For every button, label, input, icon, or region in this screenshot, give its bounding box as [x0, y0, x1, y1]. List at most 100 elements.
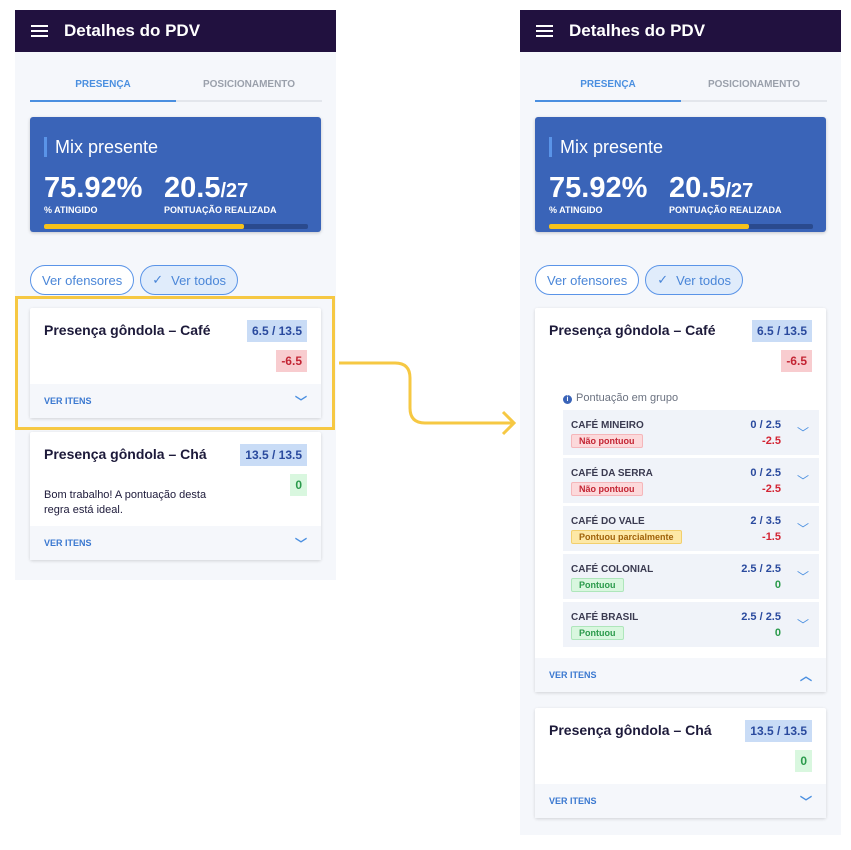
card-score: 6.5 / 13.5 [246, 320, 307, 342]
chevron-down-icon[interactable]: ﹀ [796, 426, 809, 440]
score-value: 20.5/27 [164, 173, 248, 206]
progress-fill [44, 224, 245, 229]
filter-all-chip[interactable]: ✓ Ver todos [645, 265, 744, 295]
item-delta: 0 [774, 627, 781, 639]
tab-bar: PRESENÇA POSICIONAMENTO [30, 70, 322, 102]
item-score: 0 / 2.5 [750, 467, 781, 479]
item-delta: 0 [774, 579, 781, 591]
status-badge: Pontuou parcialmente [571, 530, 682, 544]
chevron-down-icon[interactable]: ﹀ [796, 570, 809, 584]
filter-offenders-chip[interactable]: Ver ofensores [30, 265, 135, 295]
card-delta: 0 [795, 750, 812, 772]
filter-offenders-chip[interactable]: Ver ofensores [535, 265, 640, 295]
group-item[interactable]: CAFÉ COLONIAL Pontuou 2.5 / 2.5 0 ﹀ [563, 554, 819, 599]
card-title: Presença gôndola – Chá [549, 722, 712, 738]
item-delta: -1.5 [762, 531, 781, 543]
filter-chips: Ver ofensores ✓ Ver todos [30, 265, 239, 295]
score-achieved: 20.5 [669, 172, 726, 204]
group-score-label: i Pontuação em grupo [563, 392, 678, 404]
group-item[interactable]: CAFÉ DO VALE Pontuou parcialmente 2 / 3.… [563, 506, 819, 551]
filter-all-label: Ver todos [676, 272, 732, 288]
progress-fill [549, 224, 750, 229]
see-items-label: VER ITENS [549, 796, 597, 806]
card-delta: -6.5 [781, 350, 812, 372]
card-delta: -6.5 [276, 350, 307, 372]
item-delta: -2.5 [762, 483, 781, 495]
chevron-down-icon[interactable]: ﹀ [796, 474, 809, 488]
card-title: Presença gôndola – Café [549, 322, 716, 338]
item-score: 2.5 / 2.5 [741, 611, 781, 623]
app-header: Detalhes do PDV [520, 10, 841, 52]
item-name: CAFÉ COLONIAL [571, 564, 654, 575]
status-badge: Pontuou [571, 626, 624, 640]
status-badge: Não pontuou [571, 434, 643, 448]
group-item[interactable]: CAFÉ MINEIRO Não pontuou 0 / 2.5 -2.5 ﹀ [563, 410, 819, 455]
see-items-button[interactable]: VER ITENS ︿ [535, 658, 826, 692]
rule-card-cafe-expanded: Presença gôndola – Café 6.5 / 13.5 -6.5 … [535, 308, 826, 692]
tab-bar: PRESENÇA POSICIONAMENTO [535, 70, 827, 102]
mix-summary-card: Mix presente 75.92% % ATINGIDO 20.5/27 P… [535, 117, 826, 232]
score-total: /27 [220, 180, 249, 202]
menu-icon[interactable] [31, 25, 48, 37]
page-title: Detalhes do PDV [64, 21, 201, 40]
info-icon: i [563, 395, 572, 404]
screen-expanded: Detalhes do PDV PRESENÇA POSICIONAMENTO … [520, 10, 841, 835]
see-items-label: VER ITENS [44, 396, 92, 406]
see-items-button[interactable]: VER ITENS ﹀ [535, 784, 826, 818]
see-items-button[interactable]: VER ITENS ﹀ [30, 384, 321, 418]
filter-chips: Ver ofensores ✓ Ver todos [535, 265, 744, 295]
tab-presenca[interactable]: PRESENÇA [535, 70, 681, 102]
card-score: 6.5 / 13.5 [751, 320, 812, 342]
tab-presenca[interactable]: PRESENÇA [30, 70, 176, 102]
chevron-down-icon: ﹀ [799, 794, 812, 809]
item-score: 2.5 / 2.5 [741, 563, 781, 575]
progress-bar [44, 224, 308, 229]
filter-all-chip[interactable]: ✓ Ver todos [140, 265, 239, 295]
percent-value: 75.92% [44, 172, 143, 204]
status-badge: Pontuou [571, 578, 624, 592]
tab-posicionamento[interactable]: POSICIONAMENTO [707, 79, 801, 90]
rule-card-cha: Presença gôndola – Chá 13.5 / 13.5 0 VER … [535, 708, 826, 818]
page-title: Detalhes do PDV [569, 21, 706, 40]
card-title: Presença gôndola – Chá [44, 446, 207, 462]
rule-card-cha: Presença gôndola – Chá 13.5 / 13.5 0 Bom … [30, 432, 321, 560]
mix-title: Mix presente [44, 137, 158, 157]
group-item[interactable]: CAFÉ DA SERRA Não pontuou 0 / 2.5 -2.5 ﹀ [563, 458, 819, 503]
item-name: CAFÉ DO VALE [571, 516, 645, 527]
group-label-text: Pontuação em grupo [576, 392, 679, 404]
chevron-down-icon: ﹀ [294, 394, 307, 409]
screen-collapsed: Detalhes do PDV PRESENÇA POSICIONAMENTO … [15, 10, 336, 580]
rule-card-cafe[interactable]: Presença gôndola – Café 6.5 / 13.5 -6.5 V… [30, 308, 321, 418]
see-items-button[interactable]: VER ITENS ﹀ [30, 526, 321, 560]
chevron-down-icon[interactable]: ﹀ [796, 618, 809, 632]
score-total: /27 [725, 180, 754, 202]
percent-label: % ATINGIDO [549, 205, 603, 215]
status-badge: Não pontuou [571, 482, 643, 496]
card-score: 13.5 / 13.5 [745, 720, 812, 742]
item-name: CAFÉ DA SERRA [571, 468, 653, 479]
score-value: 20.5/27 [669, 173, 753, 206]
chevron-down-icon[interactable]: ﹀ [796, 522, 809, 536]
check-icon: ✓ [152, 272, 164, 287]
card-message: Bom trabalho! A pontuação desta regra es… [44, 489, 207, 516]
card-delta: 0 [290, 474, 307, 496]
group-item[interactable]: CAFÉ BRASIL Pontuou 2.5 / 2.5 0 ﹀ [563, 602, 819, 647]
item-delta: -2.5 [762, 435, 781, 447]
chevron-down-icon: ﹀ [294, 536, 307, 551]
item-score: 0 / 2.5 [750, 419, 781, 431]
item-score: 2 / 3.5 [750, 515, 781, 527]
item-name: CAFÉ MINEIRO [571, 420, 644, 431]
item-name: CAFÉ BRASIL [571, 612, 639, 623]
progress-bar [549, 224, 813, 229]
percent-value: 75.92% [549, 172, 648, 204]
card-title: Presença gôndola – Café [44, 322, 211, 338]
tab-posicionamento[interactable]: POSICIONAMENTO [202, 79, 296, 90]
menu-icon[interactable] [536, 25, 553, 37]
card-score: 13.5 / 13.5 [240, 444, 307, 466]
highlight-frame [15, 296, 335, 430]
chevron-up-icon: ︿ [799, 668, 812, 683]
score-label: PONTUAÇÃO REALIZADA [164, 205, 277, 215]
percent-label: % ATINGIDO [44, 205, 98, 215]
check-icon: ✓ [657, 272, 669, 287]
